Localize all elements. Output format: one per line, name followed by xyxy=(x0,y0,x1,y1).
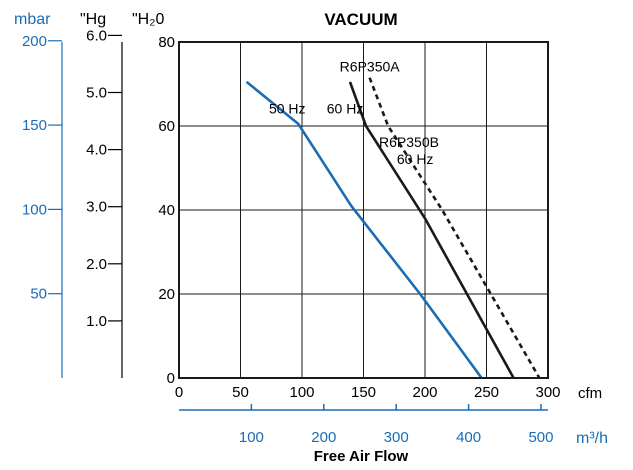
hg-tick-label: 6.0 xyxy=(86,27,107,44)
chart-title: VACUUM xyxy=(324,10,397,29)
series-line-3 xyxy=(368,77,541,379)
hg-tick-label: 4.0 xyxy=(86,142,107,159)
x-tick-label: 100 xyxy=(289,384,314,401)
y-tick-label: 0 xyxy=(167,370,175,387)
y-unit-hg: "Hg xyxy=(80,11,106,28)
x-unit-m3h: m³/h xyxy=(576,430,608,447)
y-tick-label: 80 xyxy=(158,34,175,51)
hg-tick-label: 3.0 xyxy=(86,199,107,216)
axes-layer: 0 50 100 150 200 250 300 0 20 40 60 80 100 200 300 400 5… xyxy=(22,27,561,446)
hg-tick-label: 5.0 xyxy=(86,85,107,102)
x-tick-label: 50 xyxy=(232,384,249,401)
x2-tick-label: 100 xyxy=(239,429,264,446)
annotation-label: R6P350A xyxy=(340,58,401,74)
x-tick-label: 250 xyxy=(474,384,499,401)
x2-tick-label: 200 xyxy=(311,429,336,446)
mbar-tick-label: 150 xyxy=(22,117,47,134)
y-unit-mbar: mbar xyxy=(14,11,51,28)
annotation-label: 60 Hz xyxy=(327,100,364,116)
x2-tick-label: 300 xyxy=(384,429,409,446)
hg-tick-label: 2.0 xyxy=(86,256,107,273)
annotation-label: R6P350B xyxy=(379,134,439,150)
x2-tick-label: 500 xyxy=(528,429,553,446)
series-layer xyxy=(245,77,541,379)
hg-tick-label: 1.0 xyxy=(86,313,107,330)
x-tick-label: 300 xyxy=(535,384,560,401)
y-tick-label: 60 xyxy=(158,118,175,135)
mbar-tick-label: 100 xyxy=(22,201,47,218)
annotation-label: 60 Hz xyxy=(397,151,434,167)
mbar-tick-label: 50 xyxy=(30,286,47,303)
plot-frame xyxy=(178,41,549,379)
grid xyxy=(179,42,548,378)
y-tick-label: 40 xyxy=(158,202,175,219)
x-unit-cfm: cfm xyxy=(578,385,602,402)
labels-layer: VACUUM Free Air Flow cfm m³/h "H₂0 "Hg m… xyxy=(14,10,608,465)
x-tick-label: 200 xyxy=(412,384,437,401)
series-line-1 xyxy=(245,80,483,379)
y-unit-h2o: "H₂0 xyxy=(132,11,164,28)
x2-tick-label: 400 xyxy=(456,429,481,446)
x-tick-label: 0 xyxy=(175,384,183,401)
x-axis-label: Free Air Flow xyxy=(314,448,409,465)
mbar-tick-label: 200 xyxy=(22,33,47,50)
annotation-label: 50 Hz xyxy=(269,100,306,116)
series-line-2 xyxy=(348,81,515,379)
x-tick-label: 150 xyxy=(351,384,376,401)
y-tick-label: 20 xyxy=(158,286,175,303)
